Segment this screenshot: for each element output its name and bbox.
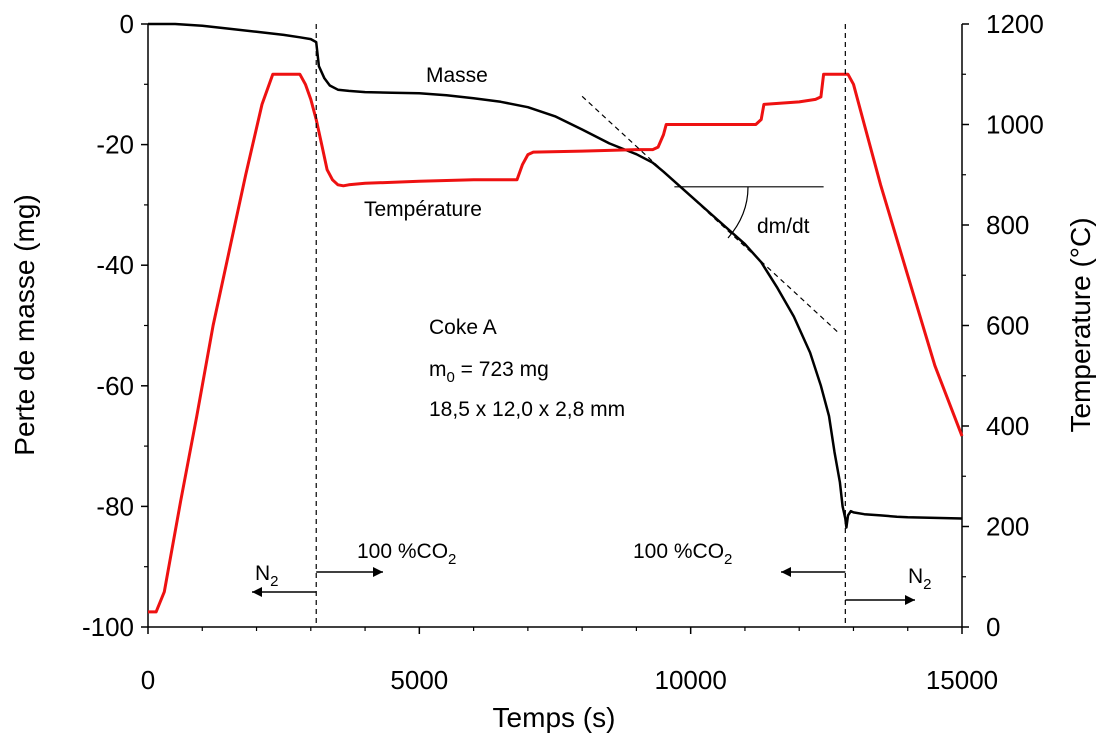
co2-label-right: 100 %CO2 — [633, 540, 732, 568]
co2-label-left: 100 %CO2 — [357, 540, 456, 568]
y2-tick-label: 200 — [986, 512, 1029, 542]
sample-mass-subscript: 0 — [447, 369, 455, 386]
x-tick-label: 10000 — [655, 665, 727, 695]
sample-mass-symbol: m — [429, 358, 447, 381]
n2-right-subscript: 2 — [923, 576, 931, 593]
co2-right-subscript: 2 — [724, 551, 732, 568]
x-axis-title: Temps (s) — [493, 702, 616, 733]
temperature-series-label: Température — [364, 198, 482, 221]
x-tick-label: 15000 — [926, 665, 998, 695]
n2-left-symbol: N — [255, 562, 270, 585]
n2-label-right: N2 — [908, 565, 932, 593]
y-tick-label: -80 — [96, 491, 134, 521]
sample-mass-value: = 723 mg — [455, 358, 549, 381]
y2-tick-label: 400 — [986, 411, 1029, 441]
n2-right-symbol: N — [908, 565, 923, 588]
n2-left-arrow — [252, 587, 317, 597]
x-tick-label: 5000 — [390, 665, 448, 695]
sample-name: Coke A — [429, 316, 497, 339]
n2-left-subscript: 2 — [270, 573, 278, 590]
y-tick-label: -20 — [96, 130, 134, 160]
n2-right-arrow — [845, 595, 915, 605]
sample-mass: m0 = 723 mg — [429, 358, 549, 386]
y-axis-title: Perte de masse (mg) — [9, 194, 40, 455]
x-tick-label: 0 — [141, 665, 155, 695]
y-tick-label: -100 — [82, 612, 134, 642]
tangent-line — [581, 95, 838, 332]
co2-right-arrow — [781, 567, 846, 577]
dmdt-label: dm/dt — [757, 215, 810, 238]
masse-series-label: Masse — [426, 64, 488, 87]
dmdt-angle-arc — [727, 186, 749, 239]
y-tick-label: -60 — [96, 371, 134, 401]
series-layer — [148, 22, 964, 614]
n2-left-arrow-head — [252, 587, 262, 597]
y2-tick-label: 1000 — [986, 110, 1044, 140]
co2-right-arrow-head — [781, 567, 791, 577]
co2-right-text: 100 %CO — [633, 540, 724, 563]
temperature-series-line — [148, 72, 964, 614]
masse-series-line — [148, 22, 963, 529]
n2-label-left: N2 — [255, 562, 279, 590]
y2-tick-label: 800 — [986, 210, 1029, 240]
plot-area: 0 5000 10000 150000-20-40-60-80-10012001000… — [82, 9, 1044, 695]
co2-left-subscript: 2 — [448, 551, 456, 568]
y-tick-label: -40 — [96, 250, 134, 280]
co2-left-arrow — [316, 567, 383, 577]
y2-tick-label: 1200 — [986, 9, 1044, 39]
y2-tick-label: 600 — [986, 311, 1029, 341]
co2-left-text: 100 %CO — [357, 540, 448, 563]
y-tick-label: 0 — [120, 9, 134, 39]
co2-left-arrow-head — [373, 567, 383, 577]
y2-axis-title: Temperature (°C) — [1065, 217, 1096, 432]
n2-right-arrow-head — [905, 595, 915, 605]
sample-dimensions: 18,5 x 12,0 x 2,8 mm — [429, 398, 625, 421]
annotation-layer — [252, 24, 915, 627]
y2-tick-label: 0 — [986, 612, 1000, 642]
